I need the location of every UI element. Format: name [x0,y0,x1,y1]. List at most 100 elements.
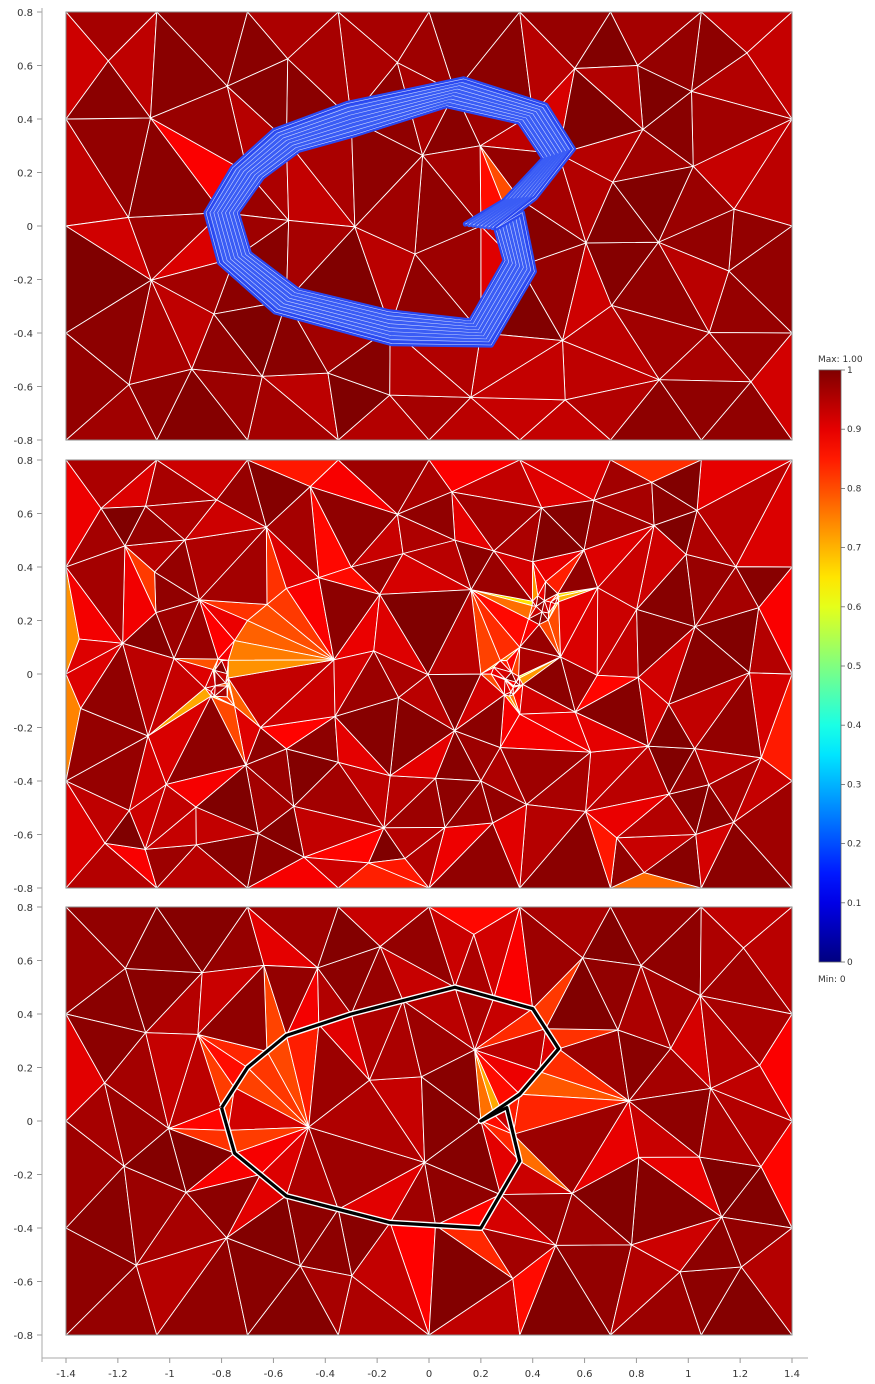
colorbar-tick-label: 0.5 [847,662,861,672]
mesh-element [104,809,146,850]
y-tick-label: -0.8 [13,884,33,895]
mesh-element [558,586,599,659]
mesh-element [124,907,204,974]
x-tick-label: -0.4 [316,1369,336,1380]
mesh-element [531,594,539,608]
mesh-element [443,780,494,828]
mesh-element [699,907,745,997]
mesh-element [145,1032,199,1131]
mesh-element [538,619,561,658]
mesh-element [420,1049,482,1122]
colorbar-tick-label: 0.2 [847,840,861,850]
mesh-element [383,826,447,860]
mesh-element [502,691,512,697]
x-tick-label: -0.2 [367,1369,387,1380]
mesh-element [667,671,751,750]
mesh-element [470,589,533,620]
mesh-element [479,1227,557,1280]
x-tick-label: 0.2 [473,1369,489,1380]
mesh-panel-3: 0.8 0.6 0.4 0.2 0 -0.2 -0.4 -0.6 -0.8 [13,903,793,1342]
mesh-element [473,907,521,1000]
colorbar-tick-label: 0.7 [847,544,861,554]
y-tick-label: -0.8 [13,1331,33,1342]
x-tick-label: 0.6 [577,1369,593,1380]
mesh-element [584,793,670,839]
y-tick-label: 0 [27,222,33,233]
y-tick-label: 0.6 [17,510,33,521]
mesh-element [668,747,710,795]
mesh-element [265,485,320,579]
mesh-element [564,379,661,440]
panel-frame [65,906,793,1336]
y-tick-label: -0.4 [13,329,33,340]
panel-frame [65,11,793,441]
mesh-element [225,673,229,684]
colorbar-tick-label: 0.1 [847,899,861,909]
y-tick-label: 0 [27,1117,33,1128]
colorbar-tick-label: 0.8 [847,484,862,494]
mesh-element [212,300,288,378]
mesh-element [658,379,752,440]
mesh-element [226,58,289,142]
x-tick-label: 0 [426,1369,432,1380]
y-tick-label: 0.2 [17,1064,33,1075]
mesh-element [699,994,761,1090]
y-tick-label: 0.2 [17,617,33,628]
colorbar-tick-label: 0.9 [847,425,862,435]
mesh-element [227,659,334,679]
mesh-panel-2: 0.8 0.6 0.4 0.2 0 -0.2 -0.4 -0.6 -0.8 [13,456,793,895]
mesh-element [653,509,698,556]
mesh-element [470,550,534,602]
mesh-element [373,593,430,676]
mesh-element [581,957,642,1032]
mesh-element [679,1216,742,1273]
mesh-element [225,1195,301,1267]
shape-outline [220,985,561,1230]
mesh-element [555,1192,633,1246]
x-tick-label: 0.4 [525,1369,541,1380]
x-tick-label: -1 [165,1369,175,1380]
y-tick-label: 0.6 [17,62,33,73]
x-tick-label: -1.4 [56,1369,76,1380]
y-tick-label: 0.2 [17,169,33,180]
mesh-element [316,907,382,969]
mesh-element [285,219,356,303]
mesh-element [124,505,186,547]
mesh-element [302,856,370,888]
mesh-element [573,65,644,131]
mesh-element [135,1191,228,1267]
panel-frame [65,459,793,889]
mesh-element [197,964,266,1036]
colorbar [818,369,842,963]
x-tick-label: 1.2 [732,1369,748,1380]
x-tick-label: 1.4 [784,1369,800,1380]
y-tick-label: -0.2 [13,724,33,735]
mesh-element [540,499,595,552]
mesh-element [128,734,167,812]
y-tick-label: 0.4 [17,1010,33,1021]
colorbar-tick-label: 0.3 [847,780,861,790]
boundary-layer-line [205,78,574,346]
y-tick-label: 0.8 [17,456,33,467]
y-tick-label: -0.8 [13,436,33,447]
y-tick-label: -0.4 [13,1224,33,1235]
mesh-panel-1: 0.8 0.6 0.4 0.2 0 -0.2 -0.4 -0.6 -0.8 [13,8,793,447]
mesh-element [309,485,399,568]
x-tick-label: -0.8 [212,1369,232,1380]
y-tick-label: -0.4 [13,777,33,788]
mesh-element [66,60,152,120]
mesh-element [396,491,456,541]
y-tick-label: -0.2 [13,276,33,287]
x-tick-label: -1.2 [108,1369,128,1380]
colorbar-max-label: Max: 1.00 [818,355,863,365]
mesh-element [650,460,702,512]
y-tick-label: 0.4 [17,563,33,574]
y-tick-label: -0.6 [13,1278,33,1289]
mesh-element [657,241,730,334]
mesh-element [527,605,543,621]
mesh-element [637,625,697,706]
mesh-element [698,1087,762,1168]
mesh-element [123,1127,187,1194]
mesh-element [548,601,557,614]
